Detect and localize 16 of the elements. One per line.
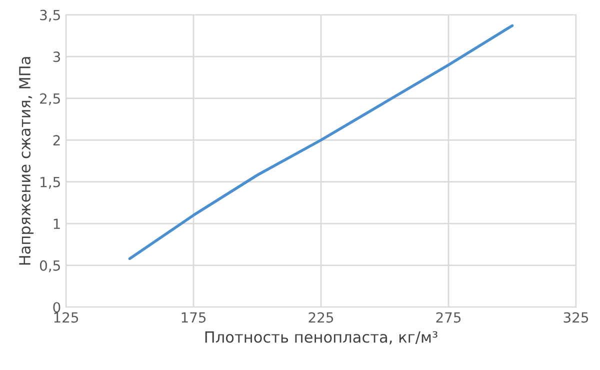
x-tick-label: 175 (182, 312, 206, 323)
line-series (128, 24, 514, 260)
y-tick-label: 1 (54, 218, 60, 229)
x-tick-label: 275 (436, 312, 461, 323)
x-tick-label: 125 (54, 312, 78, 323)
y-tick-label: 2 (53, 135, 60, 146)
y-tick-label: 3 (53, 52, 60, 62)
y-tick-label: 0,5 (40, 260, 60, 272)
x-tick-label: 325 (564, 312, 588, 323)
y-tick-label: 3,5 (40, 10, 60, 22)
y-tick-label: 1,5 (40, 176, 60, 189)
x-axis-title: Плотность пенопласта, кг/м³ (205, 331, 438, 344)
y-tick-label: 2,5 (40, 93, 60, 106)
y-axis-title: Напряжение сжатия, МПа (19, 57, 34, 265)
x-tick-label: 225 (308, 312, 334, 323)
y-tick-label: 0 (53, 302, 60, 313)
